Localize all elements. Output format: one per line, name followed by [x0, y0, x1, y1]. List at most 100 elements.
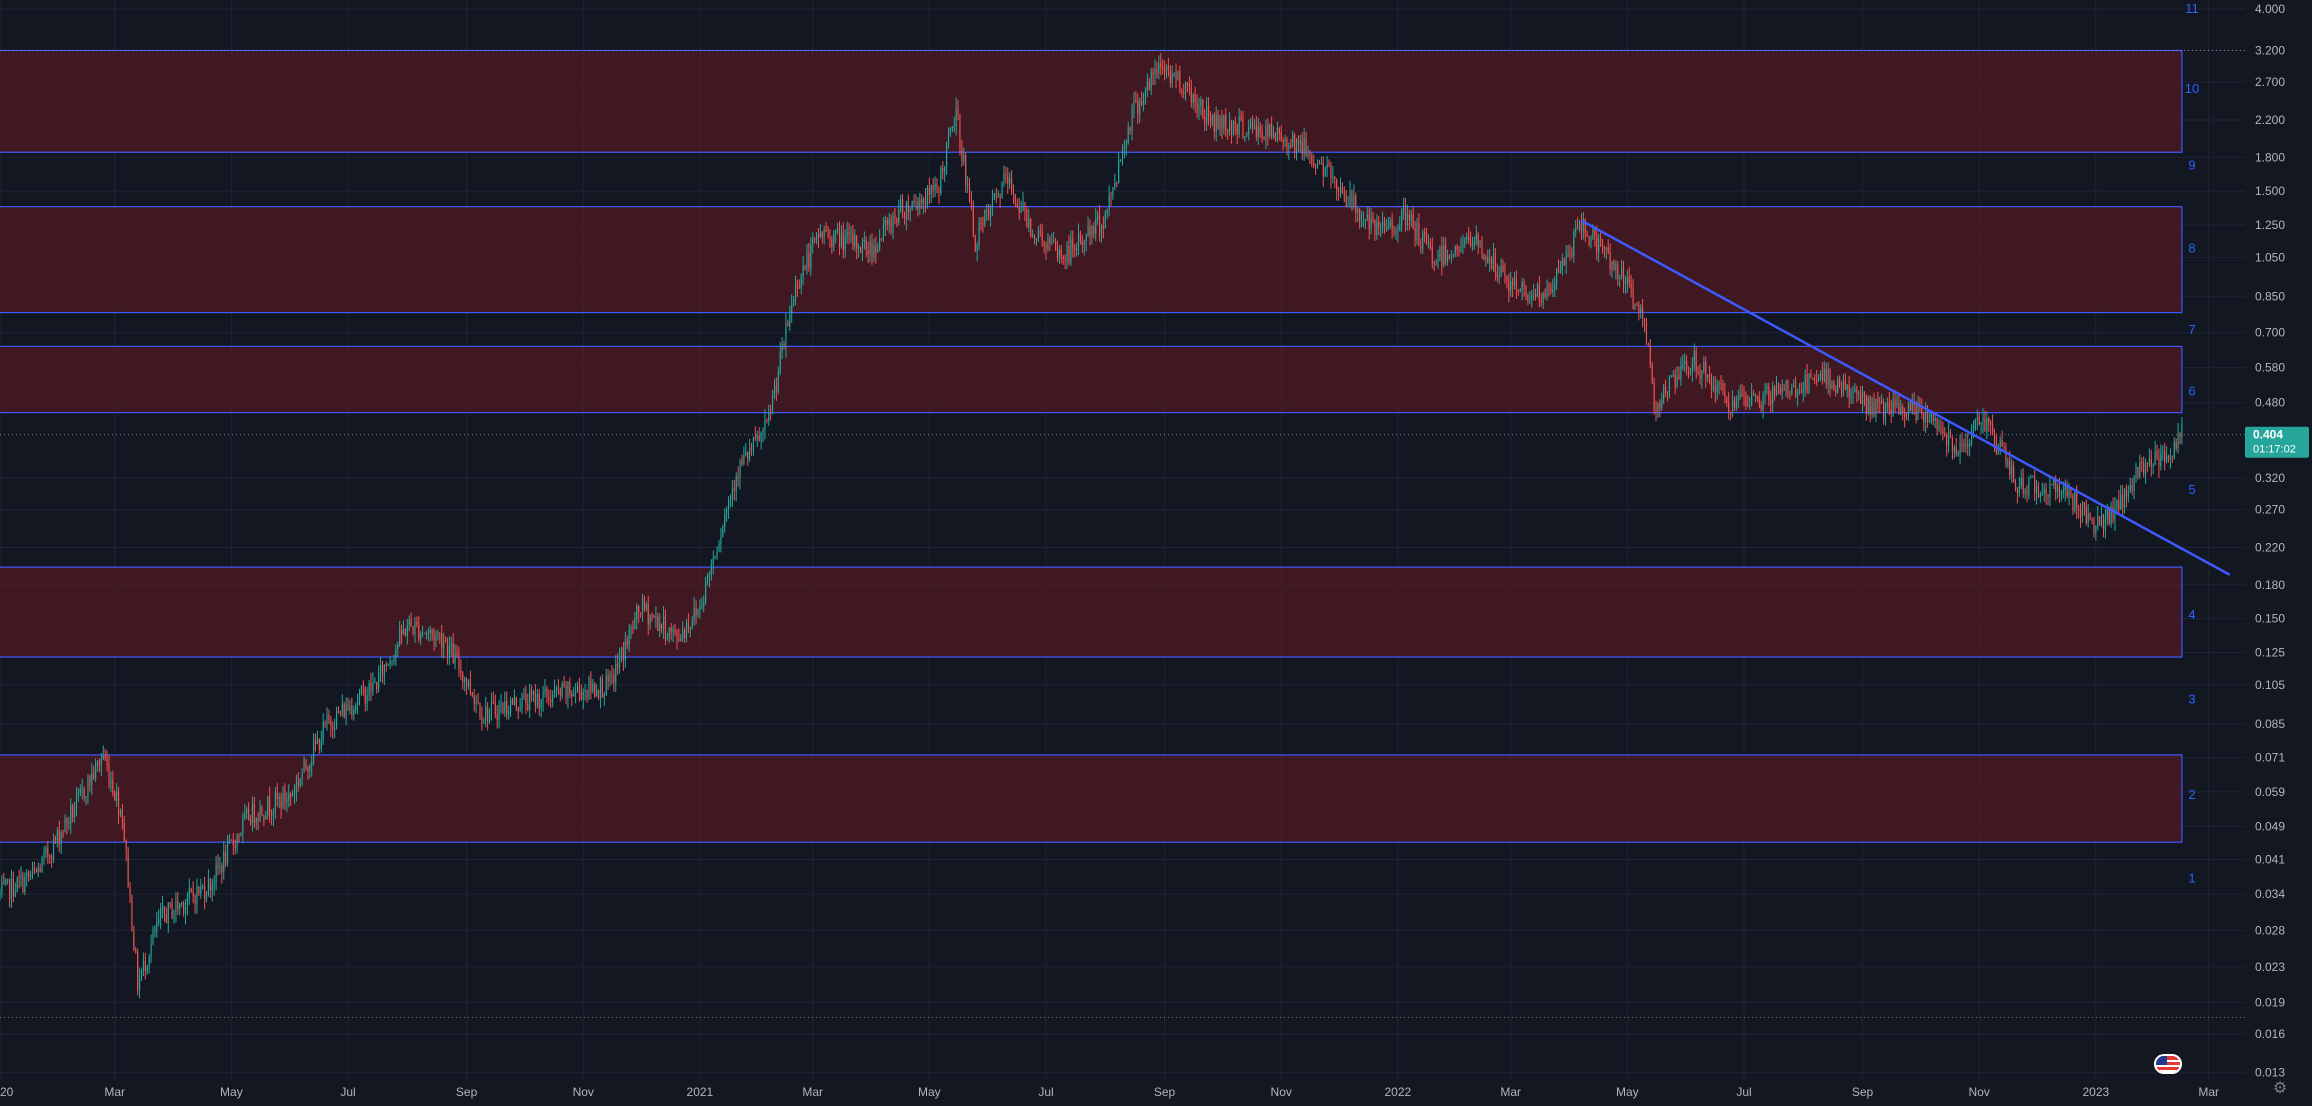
- candle-body[interactable]: [1016, 202, 1018, 208]
- candle-body[interactable]: [798, 288, 800, 290]
- candle-body[interactable]: [993, 193, 995, 199]
- candle-body[interactable]: [578, 686, 580, 692]
- candle-body[interactable]: [1414, 228, 1416, 241]
- candle-body[interactable]: [1544, 292, 1546, 297]
- candle-body[interactable]: [1110, 194, 1112, 196]
- candle-body[interactable]: [1609, 252, 1611, 269]
- candle-body[interactable]: [684, 629, 686, 638]
- candle-body[interactable]: [471, 692, 473, 697]
- candle-body[interactable]: [762, 429, 764, 433]
- candle-body[interactable]: [1580, 221, 1583, 232]
- candle-body[interactable]: [615, 663, 617, 684]
- candle-body[interactable]: [693, 607, 695, 622]
- candle-body[interactable]: [2053, 479, 2055, 485]
- candle-body[interactable]: [135, 950, 137, 953]
- candle-body[interactable]: [1257, 126, 1259, 138]
- candle-body[interactable]: [815, 234, 818, 240]
- candle-body[interactable]: [1672, 374, 1674, 377]
- candle-body[interactable]: [1567, 252, 1569, 255]
- candle-body[interactable]: [729, 498, 732, 500]
- candle-body[interactable]: [1946, 435, 1948, 446]
- candle-body[interactable]: [1244, 136, 1246, 139]
- candle-body[interactable]: [1523, 281, 1525, 287]
- candle-body[interactable]: [1592, 229, 1594, 239]
- candle-body[interactable]: [902, 199, 904, 214]
- candle-body[interactable]: [1209, 117, 1212, 122]
- candle-body[interactable]: [773, 385, 776, 397]
- candle-body[interactable]: [125, 840, 127, 850]
- candle-body[interactable]: [341, 704, 343, 714]
- candle-body[interactable]: [716, 552, 718, 557]
- candle-body[interactable]: [2169, 455, 2171, 460]
- candle-body[interactable]: [510, 699, 512, 713]
- candle-body[interactable]: [1542, 292, 1544, 303]
- candle-body[interactable]: [1686, 360, 1688, 369]
- candle-body[interactable]: [800, 276, 802, 289]
- candle-body[interactable]: [1341, 186, 1343, 194]
- candle-body[interactable]: [1774, 387, 1776, 395]
- candle-body[interactable]: [1992, 424, 1994, 433]
- candle-body[interactable]: [670, 627, 672, 632]
- candle-body[interactable]: [892, 215, 894, 233]
- candle-body[interactable]: [401, 629, 403, 635]
- time-axis[interactable]: 2020 Mar May Jul Sep Nov 2021 Mar May Jul Sep Nov 20…: [0, 1085, 2219, 1099]
- candle-body[interactable]: [1229, 121, 1231, 132]
- candle-body[interactable]: [1938, 427, 1940, 430]
- candle-body[interactable]: [1932, 413, 1934, 421]
- candle-body[interactable]: [68, 823, 70, 825]
- candle-body[interactable]: [1299, 141, 1301, 144]
- candle-body[interactable]: [1462, 244, 1464, 248]
- candle-body[interactable]: [532, 691, 535, 695]
- candle-body[interactable]: [87, 776, 89, 798]
- candle-body[interactable]: [2125, 489, 2128, 497]
- candle-body[interactable]: [685, 622, 688, 638]
- candle-body[interactable]: [1194, 94, 1196, 103]
- candle-body[interactable]: [1014, 194, 1016, 203]
- candle-body[interactable]: [376, 682, 378, 690]
- candle-body[interactable]: [2093, 520, 2095, 534]
- candle-body[interactable]: [236, 834, 238, 848]
- candle-body[interactable]: [173, 911, 175, 919]
- candle-body[interactable]: [1513, 278, 1516, 286]
- candle-body[interactable]: [353, 710, 355, 716]
- candle-body[interactable]: [1921, 407, 1923, 414]
- candle-body[interactable]: [536, 693, 538, 706]
- candle-body[interactable]: [1120, 159, 1122, 161]
- candle-body[interactable]: [14, 892, 16, 897]
- candle-body[interactable]: [806, 252, 808, 269]
- candle-body[interactable]: [638, 605, 640, 613]
- candle-body[interactable]: [653, 616, 655, 618]
- candle-body[interactable]: [1875, 398, 1877, 417]
- candle-body[interactable]: [1381, 221, 1384, 226]
- candle-body[interactable]: [1590, 238, 1592, 245]
- candle-body[interactable]: [225, 851, 227, 865]
- candle-body[interactable]: [261, 806, 263, 816]
- candle-body[interactable]: [1179, 71, 1181, 91]
- candle-body[interactable]: [217, 863, 219, 869]
- candle-body[interactable]: [1643, 318, 1646, 323]
- candle-body[interactable]: [1961, 442, 1963, 446]
- candle-body[interactable]: [425, 632, 428, 634]
- candle-body[interactable]: [949, 128, 951, 135]
- candle-body[interactable]: [2003, 446, 2005, 449]
- candle-body[interactable]: [796, 281, 798, 289]
- trendline-layer[interactable]: [1580, 219, 2231, 576]
- candle-body[interactable]: [1840, 385, 1843, 395]
- candle-body[interactable]: [1554, 284, 1556, 290]
- candle-body[interactable]: [1207, 106, 1210, 118]
- candle-body[interactable]: [1873, 401, 1875, 417]
- candle-body[interactable]: [2181, 425, 2183, 437]
- candle-body[interactable]: [2152, 464, 2154, 466]
- candle-body[interactable]: [567, 681, 569, 698]
- candle-body[interactable]: [506, 701, 508, 714]
- candle-body[interactable]: [1395, 231, 1397, 233]
- candle-body[interactable]: [1659, 403, 1661, 408]
- candle-body[interactable]: [215, 863, 217, 883]
- candle-body[interactable]: [1999, 440, 2001, 447]
- candle-body[interactable]: [1622, 267, 1625, 284]
- candle-body[interactable]: [1077, 233, 1080, 248]
- candle-body[interactable]: [234, 845, 236, 848]
- candle-body[interactable]: [232, 840, 234, 846]
- candle-body[interactable]: [1867, 397, 1869, 414]
- candle-body[interactable]: [766, 419, 768, 421]
